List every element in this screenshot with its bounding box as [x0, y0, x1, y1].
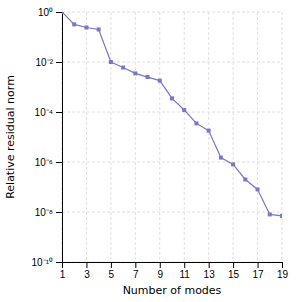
- grid-line-x: [282, 12, 283, 262]
- marker: [133, 71, 137, 75]
- y-axis: 10⁰ 10⁻² 10⁻⁴ 10⁻⁶ 10⁻⁸ 10⁻¹⁰: [32, 7, 63, 268]
- grid-line-x: [110, 12, 111, 262]
- x-axis-tick: 11: [180, 262, 191, 280]
- series: [62, 12, 282, 218]
- marker: [194, 121, 198, 125]
- x-axis-tick-mark: [258, 262, 259, 268]
- y-axis-tick-label: 10⁰: [38, 7, 53, 18]
- y-axis-title: Relative residual norm: [4, 75, 17, 199]
- marker: [109, 60, 113, 64]
- grid-line-x: [86, 12, 87, 262]
- x-axis-tick-mark: [209, 262, 210, 268]
- x-axis-tick: 5: [109, 262, 115, 280]
- y-axis-tick-label: 10⁻⁸: [35, 207, 53, 218]
- x-axis-line: [63, 263, 283, 269]
- x-axis-tick-label: 17: [252, 269, 264, 280]
- marker: [146, 75, 150, 79]
- y-axis-tick: 10⁻²: [36, 57, 62, 68]
- marker: [268, 212, 272, 216]
- x-axis-tick-mark: [135, 262, 136, 268]
- marker: [231, 162, 235, 166]
- y-axis-tick: 10⁻¹⁰: [32, 257, 62, 268]
- y-axis-tick-label: 10⁻²: [36, 57, 54, 68]
- x-axis-tick-label: 19: [277, 269, 289, 280]
- x-axis-tick: 1: [60, 262, 66, 280]
- marker: [280, 214, 282, 218]
- x-axis-tick-label: 3: [84, 269, 90, 280]
- marker: [219, 156, 223, 160]
- marker: [121, 66, 125, 70]
- marker: [170, 96, 174, 100]
- grid-line-x: [159, 12, 160, 262]
- marker: [72, 22, 76, 26]
- y-axis-tick-label: 10⁻⁶: [35, 157, 53, 168]
- grid-line-y: [62, 12, 282, 13]
- x-axis-title: Number of modes: [123, 284, 222, 297]
- grid-line-y: [62, 62, 282, 63]
- marker: [243, 177, 247, 181]
- x-axis-tick: 9: [157, 262, 163, 280]
- marker: [84, 25, 88, 29]
- grid-line-y: [62, 112, 282, 113]
- marker: [182, 108, 186, 112]
- x-axis-tick: 19: [277, 262, 289, 280]
- grid-line-x: [208, 12, 209, 262]
- x-axis-tick: 17: [252, 262, 264, 280]
- y-axis-tick: 10⁻⁴: [35, 107, 62, 118]
- y-axis-tick-mark: [56, 212, 62, 213]
- x-axis-tick-mark: [282, 262, 283, 268]
- y-axis-tick-mark: [56, 262, 62, 263]
- x-axis: 135791113151719: [60, 262, 289, 280]
- x-axis-tick-mark: [233, 262, 234, 268]
- grid: [62, 12, 282, 262]
- grid-line-x: [184, 12, 185, 262]
- x-axis-tick: 7: [133, 262, 139, 280]
- y-axis-line: [56, 13, 63, 263]
- grid-line-x: [135, 12, 136, 262]
- x-axis-tick-mark: [111, 262, 112, 268]
- marker: [97, 27, 101, 31]
- y-axis-tick-label: 10⁻⁴: [35, 107, 53, 118]
- y-axis-tick-mark: [56, 12, 62, 13]
- y-axis-tick-label: 10⁻¹⁰: [32, 257, 53, 268]
- plot: 13579111315171910⁰10⁻²10⁻⁴10⁻⁶10⁻⁸10⁻¹⁰: [32, 7, 289, 280]
- y-axis-tick: 10⁻⁶: [35, 157, 62, 168]
- x-axis-tick-label: 1: [60, 269, 66, 280]
- x-axis-tick-mark: [184, 262, 185, 268]
- x-axis-tick-label: 11: [180, 269, 191, 280]
- x-axis-tick-label: 7: [133, 269, 139, 280]
- marker: [256, 187, 260, 191]
- marker: [158, 79, 162, 83]
- y-axis-tick-mark: [56, 62, 62, 63]
- grid-line-y: [62, 162, 282, 163]
- x-axis-tick-label: 13: [204, 269, 216, 280]
- x-axis-tick-mark: [86, 262, 87, 268]
- x-axis-tick-label: 9: [157, 269, 163, 280]
- grid-line-y: [62, 212, 282, 213]
- chart: 13579111315171910⁰10⁻²10⁻⁴10⁻⁶10⁻⁸10⁻¹⁰N…: [0, 0, 296, 302]
- marker: [62, 12, 64, 14]
- grid-line-x: [257, 12, 258, 262]
- line: [62, 12, 282, 216]
- grid-line-x: [233, 12, 234, 262]
- marker: [207, 129, 211, 133]
- x-axis-tick: 3: [84, 262, 90, 280]
- x-axis-tick-label: 5: [109, 269, 115, 280]
- x-axis-tick-mark: [160, 262, 161, 268]
- y-axis-tick-mark: [56, 162, 62, 163]
- x-axis-tick-label: 15: [228, 269, 240, 280]
- y-axis-tick: 10⁻⁸: [35, 207, 62, 218]
- y-axis-tick: 10⁰: [38, 7, 62, 18]
- x-axis-tick: 15: [228, 262, 240, 280]
- x-axis-tick: 13: [204, 262, 216, 280]
- y-axis-tick-mark: [56, 112, 62, 113]
